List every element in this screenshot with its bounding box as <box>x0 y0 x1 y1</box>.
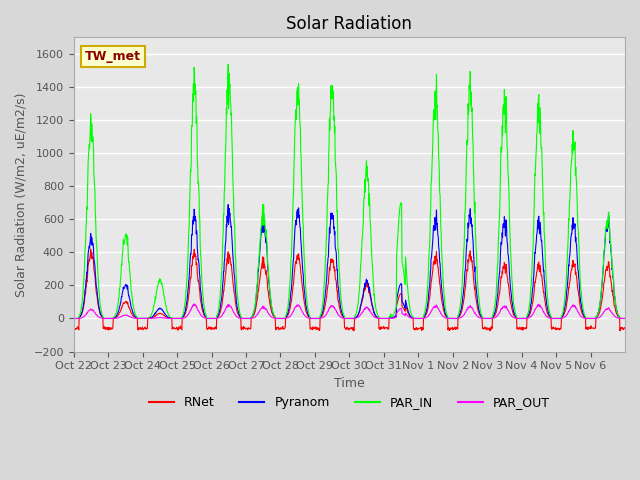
Text: TW_met: TW_met <box>85 50 141 63</box>
Title: Solar Radiation: Solar Radiation <box>287 15 412 33</box>
Legend: RNet, Pyranom, PAR_IN, PAR_OUT: RNet, Pyranom, PAR_IN, PAR_OUT <box>144 391 555 414</box>
X-axis label: Time: Time <box>334 377 365 390</box>
Y-axis label: Solar Radiation (W/m2, uE/m2/s): Solar Radiation (W/m2, uE/m2/s) <box>15 92 28 297</box>
